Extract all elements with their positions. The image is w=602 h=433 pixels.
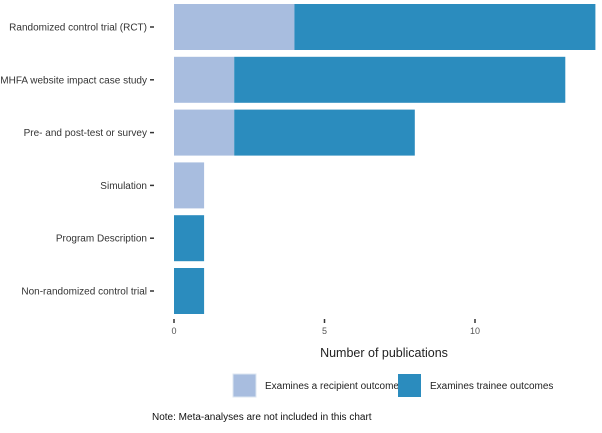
legend: Examines a recipient outcome Examines tr… <box>232 373 553 398</box>
legend-swatch-recipient <box>232 373 257 398</box>
legend-label-recipient: Examines a recipient outcome <box>265 381 399 392</box>
y-tick-label: Pre- and post-test or survey <box>24 128 147 139</box>
bar-trainee <box>234 56 566 103</box>
bar-recipient <box>174 162 205 209</box>
bar-recipient <box>174 4 295 50</box>
legend-label-trainee: Examines trainee outcomes <box>430 381 553 392</box>
bar-recipient <box>174 109 235 156</box>
x-axis-ticks: 0 5 10 <box>171 319 480 336</box>
x-tick-label: 5 <box>322 326 327 336</box>
y-axis-labels: Randomized control trial (RCT) MHFA websi… <box>0 23 154 298</box>
x-tick-label: 10 <box>470 326 480 336</box>
bars <box>174 4 596 314</box>
y-tick-label: Program Description <box>56 234 147 245</box>
bar-trainee <box>174 268 205 314</box>
chart-note: Note: Meta-analyses are not included in … <box>152 412 372 423</box>
y-tick-label: MHFA website impact case study <box>0 75 147 86</box>
bar-recipient <box>174 56 235 103</box>
legend-swatch-trainee <box>398 374 421 397</box>
bar-trainee <box>294 4 596 50</box>
bar-trainee <box>234 109 415 156</box>
x-axis-title: Number of publications <box>320 346 448 360</box>
bar-trainee <box>174 215 205 262</box>
y-tick-label: Non-randomized control trial <box>21 287 147 298</box>
x-tick-label: 0 <box>171 326 176 336</box>
y-tick-label: Simulation <box>100 181 147 192</box>
y-tick-label: Randomized control trial (RCT) <box>9 23 147 34</box>
